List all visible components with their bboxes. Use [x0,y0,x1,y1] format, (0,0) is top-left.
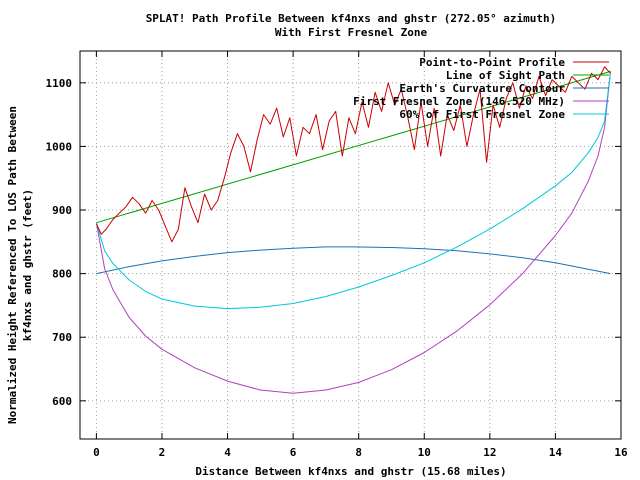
x-tick-label: 2 [159,446,166,459]
x-tick-label: 14 [549,446,563,459]
y-axis-label-line-1: Normalized Height Referenced To LOS Path… [6,106,19,424]
plot-frame [79,50,622,440]
legend-entry-earth-curvature: Earth's Curvature Contour [399,82,609,95]
x-tick-label: 12 [483,446,496,459]
legend-entry-first-fresnel-zone: First Fresnel Zone (146.520 MHz) [353,95,609,108]
x-tick-label: 6 [290,446,297,459]
legend-label: First Fresnel Zone (146.520 MHz) [353,95,565,108]
y-axis-label-line-2: kf4nxs and ghstr (feet) [21,189,34,341]
fresnel-60-series-line [95,71,611,310]
y-tick-label: 600 [52,395,72,408]
profile-series-line [95,66,611,243]
chart-title-line-2: With First Fresnel Zone [275,26,428,39]
x-tick-label: 0 [93,446,100,459]
y-tick-label: 1000 [46,140,73,153]
axis-ticks: 0 2 4 6 8 10 12 14 16 600 700 800 900 1000 1100 [46,51,628,459]
legend-entry-line-of-sight: Line of Sight Path [446,69,609,82]
chart-title-line-1: SPLAT! Path Profile Between kf4nxs and g… [146,12,557,25]
data-series [95,66,611,394]
x-tick-label: 16 [614,446,628,459]
line-of-sight-series-line [96,70,611,224]
x-axis-label: Distance Between kf4nxs and ghstr (15.68… [195,465,506,478]
legend-label: Earth's Curvature Contour [399,82,565,95]
x-tick-label: 10 [418,446,431,459]
y-tick-label: 900 [52,204,72,217]
legend-label: Line of Sight Path [446,69,565,82]
x-tick-label: 4 [224,446,231,459]
y-tick-label: 700 [52,331,72,344]
legend-label: 60% of First Fresnel Zone [399,108,565,121]
first-fresnel-zone-series-line [95,71,611,394]
legend-label: Point-to-Point Profile [419,56,565,69]
y-tick-label: 1100 [46,77,73,90]
x-tick-label: 8 [355,446,362,459]
earth-curvature-series-line [96,246,611,275]
legend-entry-fresnel-60: 60% of First Fresnel Zone [399,108,609,121]
y-tick-label: 800 [52,268,72,281]
legend-entry-profile: Point-to-Point Profile [419,56,609,69]
